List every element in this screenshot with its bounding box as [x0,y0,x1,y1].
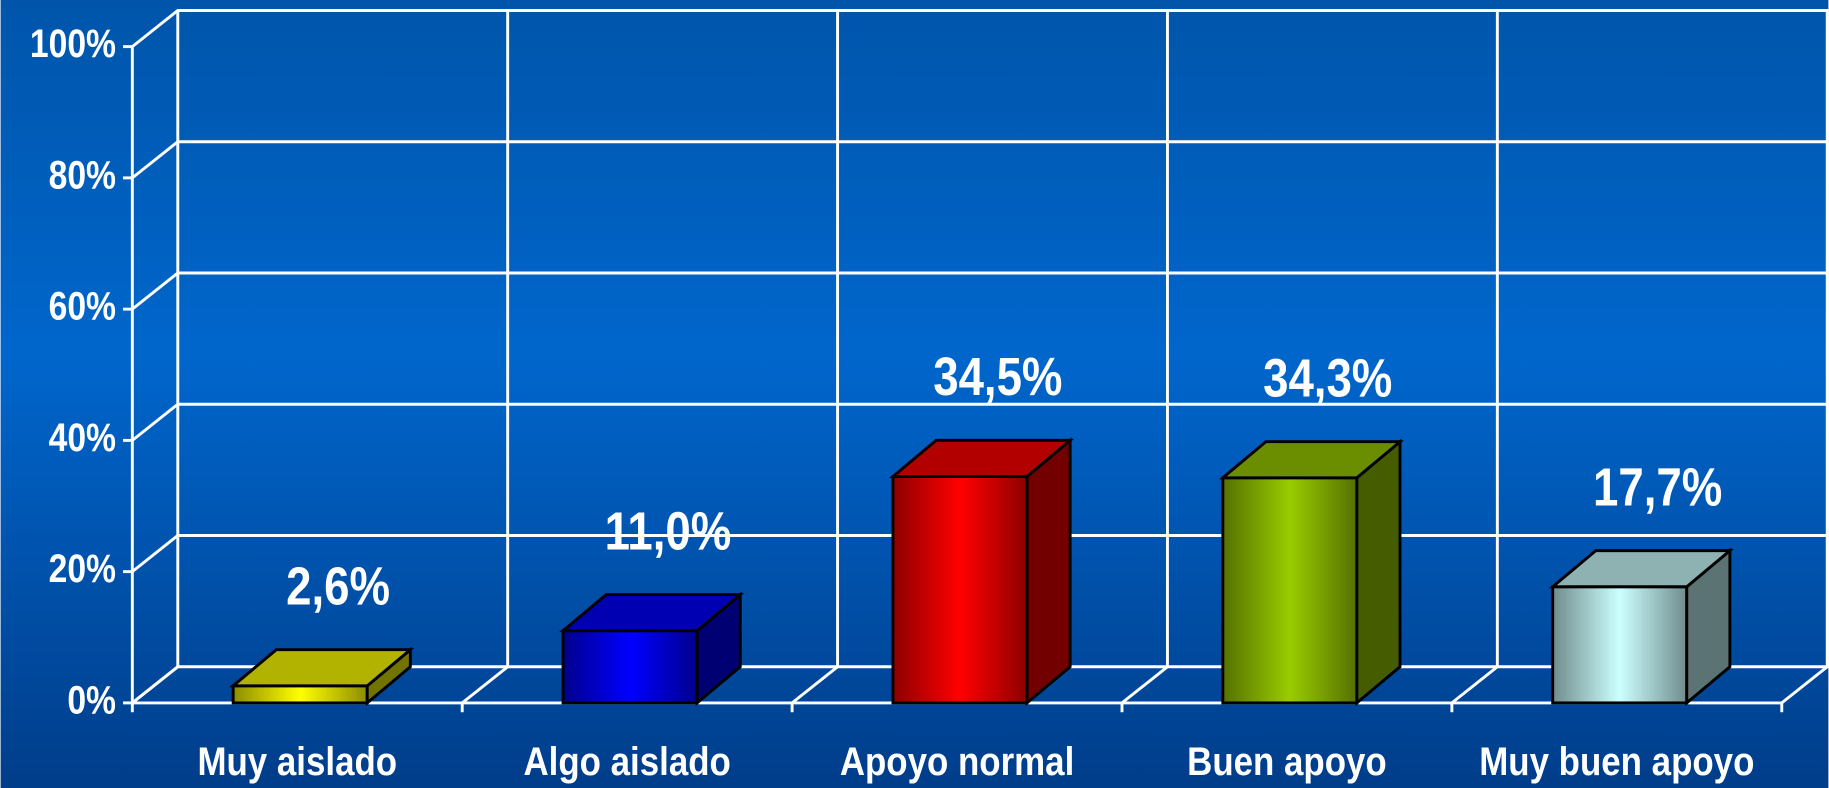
grid-line [1780,10,1829,705]
bar-shade [563,630,698,703]
data-label: 11,0% [605,501,732,561]
x-tick-label: Muy aislado [197,739,397,784]
y-tick-label: 100% [30,22,116,66]
x-tick-label: Apoyo normal [840,739,1074,784]
x-tick-label: Buen apoyo [1187,739,1387,784]
bar-side-shade [1686,550,1730,703]
y-tick-label: 20% [49,547,116,591]
bar-shade [892,476,1027,703]
data-label: 17,7% [1593,457,1722,517]
bar-side-shade [697,594,741,703]
y-tick-label: 60% [49,284,116,328]
x-tick-label: Algo aislado [523,739,730,784]
grid-line [1121,10,1169,705]
bar-side-shade [1356,441,1401,703]
data-label: 34,3% [1263,348,1392,408]
bar-side-shade [1026,440,1071,703]
bar-top [229,648,415,688]
grid-line [461,10,510,705]
grid-line [791,10,840,705]
bar-shade [1552,586,1687,703]
data-label: 2,6% [286,556,390,616]
grid-line [131,10,180,705]
y-tick-label: 80% [49,153,116,197]
bar-top-shade [892,440,1071,477]
bar-top-shade [1552,550,1730,587]
grid-line [1450,10,1499,705]
data-label: 34,5% [933,347,1062,407]
bar-top [888,438,1075,478]
bar-shade [1222,477,1357,703]
x-tick-label: Muy buen apoyo [1479,739,1754,784]
bar-top [1218,440,1405,480]
bar-side-shade [367,649,411,703]
bar-top-shade [563,594,741,631]
bar-shade [233,685,368,703]
bar-top-shade [233,649,411,686]
y-tick-label: 40% [49,415,116,459]
bar-top [559,593,745,633]
bar-top [1548,549,1734,589]
y-tick-label: 0% [67,678,116,722]
bar-top-shade [1222,441,1401,478]
